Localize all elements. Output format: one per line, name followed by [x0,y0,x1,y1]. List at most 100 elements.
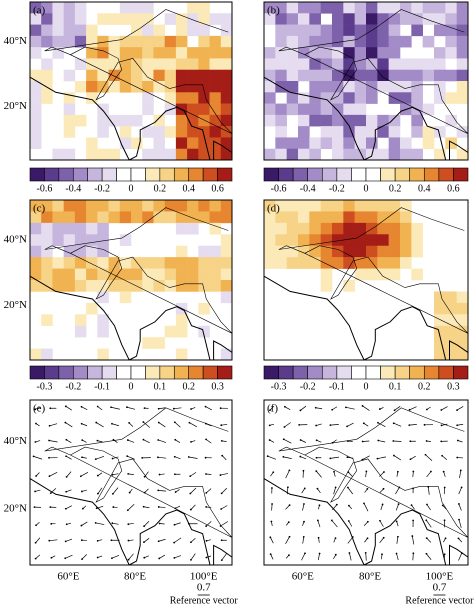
shaded-cell [187,257,199,269]
arrow-head [81,539,83,541]
shaded-cell [275,25,287,37]
wind-arrow [458,553,461,561]
arrow-head [300,439,302,441]
wind-arrow [426,520,431,527]
wind-arrow [425,455,432,461]
shaded-cell [52,149,64,161]
shaded-cell [75,13,87,25]
shaded-cell [445,337,457,349]
shaded-cell [457,92,469,104]
arrow-head [189,493,191,495]
shaded-cell [298,257,310,269]
arrow-head [141,457,143,459]
arrow-head [282,456,284,458]
shaded-cell [86,58,98,70]
shaded-cell [275,126,287,138]
shaded-cell [176,269,188,281]
arrow-head [95,422,97,424]
arrow-head [81,525,83,527]
shaded-cell [131,13,143,25]
shaded-cell [221,349,233,361]
arrow-head [50,492,52,494]
shaded-cell [389,115,401,127]
wind-arrow [318,520,320,527]
shaded-cell [97,349,109,361]
shaded-cell [343,223,355,235]
shaded-cell [411,223,423,235]
wind-arrow [362,456,369,460]
colorbar-box [381,168,396,181]
shaded-cell [287,58,299,70]
longitude-label: 80°E [124,571,146,583]
reference-label: Reference vector [405,595,474,606]
wind-arrow [128,504,134,510]
shaded-cell [275,115,287,127]
shaded-cell [198,137,210,149]
shaded-cell [165,13,177,25]
arrow-head [173,557,175,559]
arrow-head [335,537,337,539]
shaded-cell [75,280,87,292]
colorbar-box [366,168,381,181]
shaded-cell [142,13,154,25]
panel-label: (f) [267,403,278,415]
wind-arrow [459,487,462,494]
arrow-head [441,424,443,426]
shaded-cell [400,223,412,235]
shaded-cell [120,115,132,127]
arrow-head [409,409,411,411]
shaded-cell [109,36,121,48]
colorbar-box [424,366,439,379]
shaded-cell [377,47,389,59]
shaded-cell [221,291,233,303]
shaded-cell [389,2,401,14]
shaded-cell [355,246,367,258]
shaded-cell [309,115,321,127]
wind-arrow [441,407,447,410]
shaded-cell [366,211,378,223]
shaded-cell [187,47,199,59]
arrow-head [426,504,428,506]
shaded-cell [400,137,412,149]
shaded-cell [366,137,378,149]
shaded-cell [321,25,333,37]
shaded-cell [52,200,64,212]
shaded-cell [64,25,76,37]
arrow-head [157,489,159,491]
colorbar-box [160,168,174,181]
wind-arrow [268,456,276,459]
shaded-cell [332,223,344,235]
shaded-cell [142,2,154,14]
shaded-cell [355,92,367,104]
arrow-head [205,492,207,494]
shaded-cell [298,104,310,116]
shaded-cell [30,234,42,246]
shaded-cell [400,36,412,48]
shaded-cell [343,36,355,48]
wind-arrow [349,553,351,560]
shaded-cell [221,246,233,258]
shaded-cell [389,246,401,258]
shaded-cell [264,92,276,104]
shaded-cell [210,92,222,104]
arrow-head [365,471,367,473]
shaded-cell [457,291,469,303]
arrow-head [159,523,161,525]
shaded-cell [86,47,98,59]
arrow-head [175,491,177,493]
wind-arrow [428,487,429,495]
shaded-cell [445,115,457,127]
shaded-cell [275,58,287,70]
colorbar-tick-label: 0.1 [389,381,402,392]
shaded-cell [332,13,344,25]
arrow-head [112,458,114,460]
shaded-cell [86,81,98,93]
arrow-head [50,523,52,525]
shaded-cell [445,349,457,361]
shaded-cell [64,104,76,116]
wind-arrow [96,423,103,427]
shaded-cell [221,269,233,281]
shaded-cell [445,36,457,48]
shaded-cell [264,115,276,127]
shaded-cell [275,137,287,149]
